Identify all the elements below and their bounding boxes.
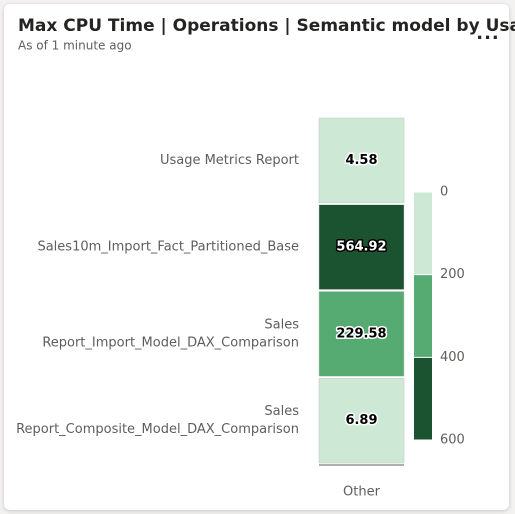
row-label: Report_Composite_Model_DAX_Comparison [16,422,299,437]
legend-tick-label: 400 [440,350,465,365]
row-label: Report_Import_Model_DAX_Comparison [42,335,299,350]
heatmap-cell [318,378,405,464]
value-label: 4.58 [345,153,377,168]
value-label: 6.89 [345,413,377,428]
legend-swatch [414,192,432,275]
row-label: Usage Metrics Report [160,153,299,168]
row-label: Sales10m_Import_Fact_Partitioned_Base [37,240,299,255]
legend-swatch [414,274,432,358]
value-label: 229.58 [336,326,386,341]
row-label: Sales [264,317,299,332]
chart-title: Max CPU Time | Operations | Semantic mod… [18,16,515,36]
subtitle: As of 1 minute ago [18,39,132,53]
more-options[interactable]: ... [476,23,500,44]
row-label: Sales [264,404,299,419]
legend-swatch [414,357,432,440]
x-tick-label: Other [343,485,381,500]
legend-tick-label: 600 [440,433,465,448]
legend-tick-label: 200 [440,267,465,282]
heatmap-cell [318,117,405,203]
value-label: 564.92 [336,240,386,255]
heatmap-cell [318,291,405,377]
legend-tick-label: 0 [440,185,448,200]
heatmap-cell [318,204,405,290]
